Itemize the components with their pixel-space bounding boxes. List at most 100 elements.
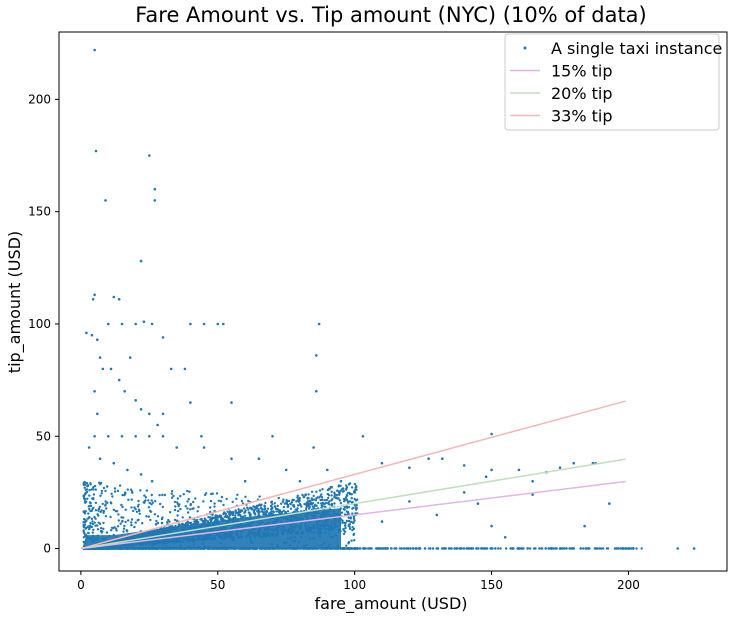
scatter-point (118, 484, 122, 487)
scatter-point (92, 488, 95, 491)
scatter-point-45 (361, 435, 365, 438)
scatter-point (188, 508, 192, 511)
scatter-point-73 (476, 502, 480, 505)
scatter-point-95 (175, 446, 178, 449)
scatter-point (352, 506, 355, 510)
scatter-point-89 (87, 446, 91, 449)
scatter-point (345, 519, 349, 523)
scatter-point (148, 501, 151, 505)
scatter-point (156, 515, 160, 518)
scatter-point-76 (599, 547, 603, 550)
scatter-point (462, 547, 466, 550)
scatter-point (347, 516, 350, 519)
scatter-point-2 (104, 199, 107, 202)
scatter-point (137, 503, 140, 506)
scatter-point (220, 495, 224, 499)
scatter-point-79 (676, 547, 679, 550)
scatter-point (203, 517, 206, 520)
scatter-point (168, 520, 171, 523)
scatter-point-70 (326, 468, 329, 472)
scatter-point (102, 486, 106, 490)
scatter-point-20 (222, 322, 225, 326)
scatter-point (441, 547, 444, 550)
scatter-point-30 (109, 367, 113, 371)
scatter-point (150, 499, 153, 502)
scatter-point (231, 511, 234, 514)
scatter-point-4 (153, 187, 157, 191)
scatter-point (176, 503, 180, 506)
scatter-point (197, 505, 200, 509)
scatter-point (121, 519, 124, 523)
scatter-point (213, 502, 216, 505)
x-axis-label: fare_amount (USD) (315, 594, 468, 614)
scatter-point (100, 531, 103, 534)
scatter-point-69 (339, 479, 343, 483)
scatter-point (110, 492, 113, 495)
scatter-point (176, 497, 179, 500)
scatter-point (393, 547, 396, 550)
scatter-point (266, 507, 270, 510)
scatter-point (325, 498, 329, 502)
scatter-point-90 (98, 457, 102, 461)
scatter-point (534, 547, 537, 550)
scatter-point (194, 519, 198, 522)
scatter-point (102, 527, 105, 530)
scatter-point (98, 505, 102, 509)
scatter-point-55 (531, 479, 534, 483)
scatter-point (82, 510, 86, 514)
scatter-point (132, 509, 135, 513)
scatter-point-0 (93, 48, 96, 52)
scatter-point (606, 547, 610, 550)
scatter-point-54 (517, 468, 521, 472)
scatter-point (284, 510, 287, 514)
scatter-point (137, 499, 140, 503)
scatter-point (116, 525, 120, 528)
scatter-point-18 (202, 322, 206, 326)
scatter-point (173, 508, 177, 512)
scatter-point (90, 517, 94, 520)
scatter-point (308, 505, 311, 509)
scatter-point (353, 497, 356, 501)
scatter-point (149, 510, 153, 513)
scatter-point (547, 547, 550, 550)
scatter-point (319, 495, 322, 498)
scatter-point (159, 502, 162, 506)
scatter-point (338, 499, 342, 502)
scatter-point (255, 507, 258, 510)
scatter-point (126, 488, 129, 491)
scatter-point-12 (150, 322, 154, 326)
scatter-point (197, 521, 200, 524)
scatter-point (351, 500, 354, 504)
scatter-point (353, 539, 356, 542)
scatter-point (403, 547, 406, 550)
scatter-point-100 (284, 468, 288, 472)
scatter-point (110, 526, 114, 529)
scatter-point (362, 547, 365, 550)
scatter-point (292, 504, 296, 507)
scatter-point-74 (517, 547, 521, 550)
scatter-point (427, 547, 431, 550)
scatter-point (149, 518, 152, 522)
scatter-point (138, 512, 141, 515)
scatter-point-96 (202, 446, 206, 449)
scatter-point (161, 493, 164, 497)
scatter-point (632, 547, 635, 550)
scatter-point (568, 547, 572, 550)
scatter-point (237, 514, 240, 517)
scatter-point-99 (243, 479, 247, 483)
scatter-point (191, 507, 194, 510)
scatter-point (585, 547, 588, 550)
scatter-point (312, 498, 316, 501)
scatter-point (121, 505, 124, 509)
scatter-point (481, 547, 484, 550)
scatter-point (83, 523, 87, 526)
scatter-point (356, 498, 359, 501)
scatter-point (353, 547, 357, 550)
scatter-point (314, 499, 318, 502)
scatter-point (84, 488, 87, 491)
scatter-point (296, 507, 299, 510)
scatter-point-91 (112, 461, 116, 465)
scatter-point (141, 522, 144, 525)
scatter-point (348, 523, 351, 526)
